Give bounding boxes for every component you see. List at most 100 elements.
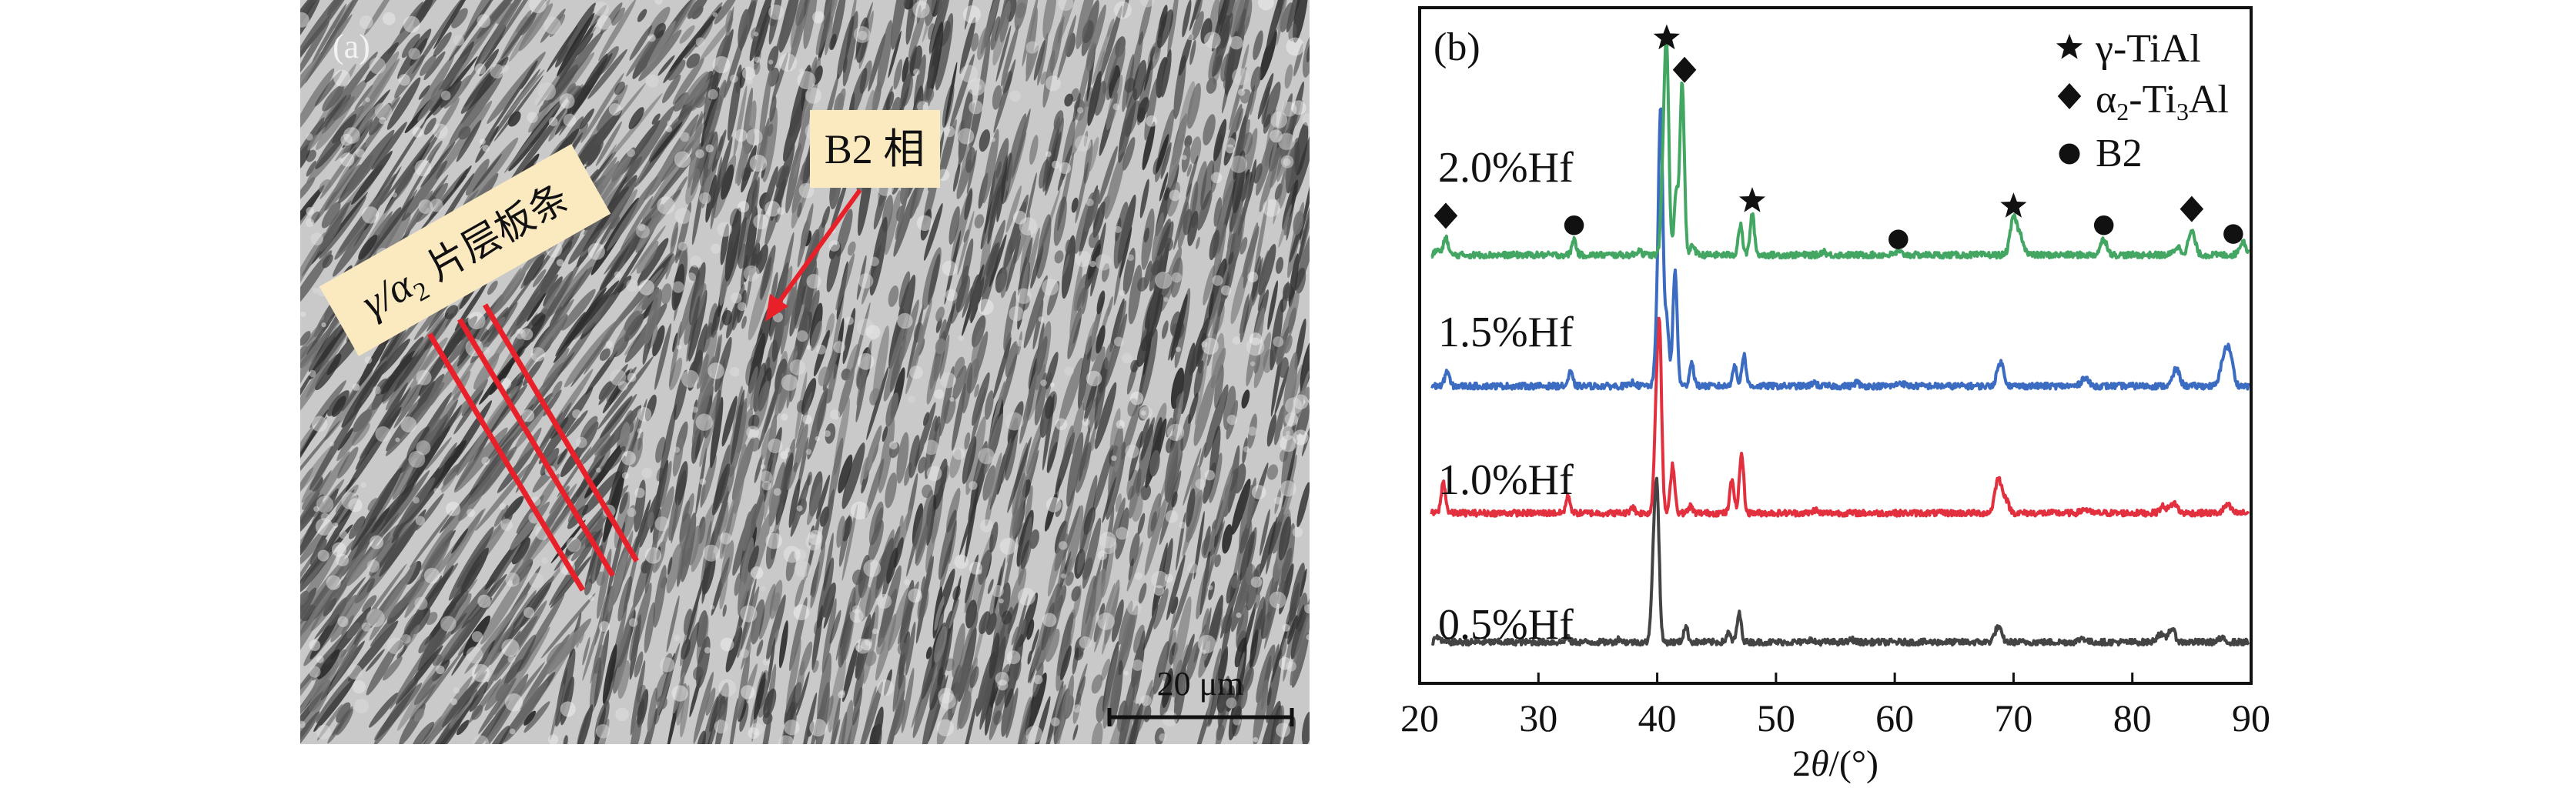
microstructure-streak — [423, 51, 446, 81]
microstructure-streak — [885, 472, 898, 509]
microstructure-streak — [922, 65, 935, 105]
microstructure-streak — [1253, 332, 1271, 389]
microstructure-streak — [655, 436, 666, 463]
microstructure-streak — [1242, 128, 1258, 185]
microstructure-speck — [528, 573, 544, 588]
microstructure-speck — [708, 362, 724, 379]
microstructure-speck — [507, 655, 516, 663]
microstructure-streak — [1296, 482, 1310, 528]
microstructure-streak — [611, 7, 625, 26]
microstructure-streak — [531, 259, 582, 342]
microstructure-streak — [619, 422, 631, 452]
microstructure-streak — [456, 720, 470, 736]
microstructure-streak — [1104, 342, 1114, 370]
microstructure-streak — [507, 111, 521, 127]
microstructure-streak — [918, 456, 927, 474]
microstructure-speck — [778, 735, 795, 744]
microstructure-speck — [481, 456, 490, 466]
microstructure-streak — [705, 174, 717, 223]
microstructure-streak — [1088, 401, 1096, 434]
microstructure-streak — [650, 459, 669, 533]
microstructure-streak — [651, 113, 661, 125]
microstructure-streak — [1138, 0, 1153, 46]
microstructure-speck — [1166, 423, 1185, 442]
microstructure-speck — [450, 698, 458, 706]
microstructure-speck — [587, 242, 605, 260]
microstructure-streak — [669, 6, 722, 72]
microstructure-streak — [1278, 547, 1293, 586]
microstructure-streak — [453, 165, 472, 191]
microstructure-speck — [855, 644, 863, 652]
microstructure-streak — [1037, 32, 1049, 86]
microstructure-streak — [1193, 511, 1205, 580]
microstructure-streak — [935, 317, 942, 333]
microstructure-streak — [358, 234, 378, 260]
microstructure-speck — [1243, 446, 1250, 452]
microstructure-streak — [1039, 159, 1049, 189]
microstructure-speck — [433, 123, 448, 139]
microstructure-streak — [1294, 319, 1306, 370]
microstructure-speck — [904, 579, 911, 586]
microstructure-streak — [836, 209, 853, 257]
microstructure-streak — [835, 253, 855, 311]
microstructure-streak — [647, 687, 657, 733]
microstructure-speck — [1280, 435, 1297, 452]
microstructure-streak — [679, 25, 695, 44]
microstructure-speck — [1163, 297, 1169, 302]
microstructure-streak — [755, 244, 768, 275]
microstructure-streak — [401, 160, 447, 222]
microstructure-speck — [833, 341, 846, 353]
microstructure-speck — [1116, 526, 1129, 540]
microstructure-streak — [937, 610, 954, 686]
microstructure-speck — [969, 100, 983, 115]
microstructure-speck — [938, 692, 956, 710]
microstructure-streak — [964, 432, 971, 450]
microstructure-speck — [877, 679, 895, 696]
microstructure-streak — [686, 295, 701, 362]
series-line-0-5-hf — [1430, 476, 2250, 647]
microstructure-streak — [643, 131, 693, 201]
micrograph-panel: (a) γ/α2 片层板条 B2 相 20 μm — [300, 0, 1310, 744]
microstructure-streak — [647, 511, 654, 529]
microstructure-streak — [1104, 313, 1128, 388]
microstructure-streak — [828, 363, 838, 397]
microstructure-speck — [717, 222, 732, 237]
microstructure-speck — [1201, 341, 1208, 348]
legend-b2: B2 — [2096, 132, 2143, 175]
legend-gamma-tial: γ-TiAl — [2095, 27, 2201, 71]
panel-a-label: (a) — [333, 28, 370, 65]
x-tick-label: 70 — [1994, 696, 2032, 740]
microstructure-streak — [728, 698, 739, 744]
microstructure-streak — [1126, 31, 1144, 109]
microstructure-streak — [581, 471, 620, 516]
microstructure-streak — [495, 683, 510, 702]
microstructure-streak — [628, 107, 644, 130]
microstructure-streak — [699, 396, 721, 468]
microstructure-streak — [918, 556, 935, 618]
legend-star-icon — [2056, 34, 2083, 59]
microstructure-speck — [990, 137, 995, 142]
microstructure-streak — [761, 427, 773, 460]
microstructure-speck — [1042, 279, 1059, 296]
microstructure-streak — [912, 503, 924, 547]
microstructure-streak — [984, 390, 994, 420]
microstructure-streak — [555, 2, 596, 68]
microstructure-streak — [1266, 413, 1277, 447]
microstructure-speck — [889, 441, 898, 450]
microstructure-streak — [1274, 405, 1285, 446]
microstructure-streak — [1102, 649, 1120, 729]
microstructure-streak — [1213, 119, 1227, 162]
microstructure-streak — [461, 379, 488, 416]
microstructure-streak — [843, 708, 860, 744]
microstructure-streak — [1092, 444, 1114, 513]
microstructure-streak — [974, 214, 985, 229]
microstructure-streak — [961, 238, 974, 287]
microstructure-streak — [565, 410, 588, 438]
microstructure-speck — [621, 450, 636, 466]
microstructure-speck — [548, 117, 558, 127]
microstructure-streak — [1253, 30, 1263, 61]
microstructure-speck — [781, 413, 788, 421]
microstructure-streak — [583, 294, 615, 335]
microstructure-speck — [858, 30, 868, 41]
microstructure-speck — [527, 112, 538, 123]
